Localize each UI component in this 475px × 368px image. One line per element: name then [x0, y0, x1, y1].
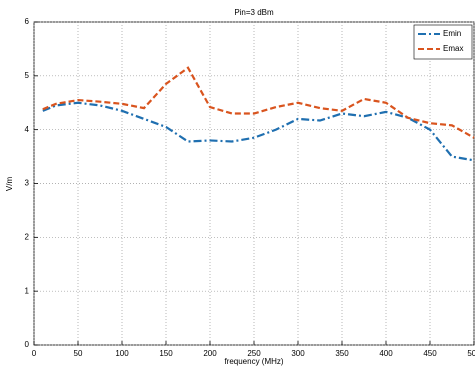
y-tick-label: 5: [25, 71, 30, 80]
y-axis-label: V/m: [5, 177, 14, 192]
y-tick-label: 0: [25, 340, 30, 349]
x-tick-label: 150: [159, 349, 173, 358]
x-tick-label: 300: [291, 349, 305, 358]
y-tick-label: 2: [25, 232, 30, 241]
x-tick-label: 50: [74, 349, 83, 358]
y-tick-label: 4: [25, 125, 30, 134]
chart-title: Pin=3 dBm: [234, 8, 274, 17]
legend-label: Emin: [443, 29, 461, 38]
y-tick-label: 1: [25, 286, 30, 295]
x-tick-label: 500: [467, 349, 475, 358]
x-tick-label: 100: [115, 349, 129, 358]
x-tick-label: 250: [247, 349, 261, 358]
x-axis-label: frequency (MHz): [224, 357, 283, 366]
x-tick-label: 450: [423, 349, 437, 358]
y-tick-label: 3: [25, 179, 30, 188]
x-tick-label: 400: [379, 349, 393, 358]
x-tick-label: 350: [335, 349, 349, 358]
y-tick-label: 6: [25, 17, 30, 26]
legend-box: [413, 24, 473, 60]
x-tick-label: 0: [32, 349, 37, 358]
legend-label: Emax: [443, 44, 463, 53]
x-tick-label: 200: [203, 349, 217, 358]
series-line: [42, 66, 475, 139]
series-line: [42, 101, 475, 162]
